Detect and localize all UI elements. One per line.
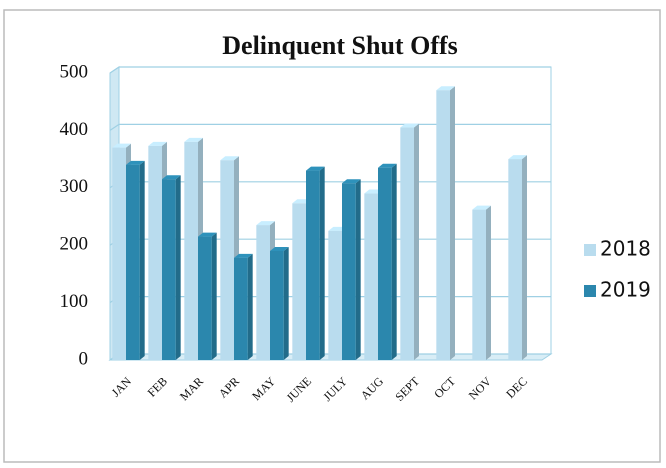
y-tick-label: 0	[79, 348, 89, 369]
bar	[508, 159, 522, 360]
bar-side	[486, 205, 491, 360]
y-tick-label: 100	[60, 291, 89, 312]
bar	[256, 225, 270, 360]
bar	[342, 183, 356, 360]
bar-top	[112, 143, 131, 148]
bar	[220, 160, 234, 360]
bar-top	[234, 253, 253, 258]
bar	[184, 141, 198, 360]
bar-side	[391, 163, 397, 360]
bar-side	[450, 86, 455, 360]
bar	[378, 167, 392, 360]
bar-side	[139, 160, 145, 360]
bar	[126, 164, 140, 360]
y-tick-label: 300	[60, 176, 89, 197]
bar-top	[256, 221, 275, 226]
bar-top	[126, 160, 145, 165]
chart-title: Delinquent Shut Offs	[222, 31, 458, 60]
bar-side	[522, 155, 527, 360]
bar-top	[378, 163, 397, 168]
bar	[234, 257, 248, 360]
bar	[162, 179, 176, 360]
bar	[436, 90, 450, 360]
grid-line	[109, 66, 551, 74]
bar-side	[414, 123, 419, 360]
y-tick-label: 400	[60, 119, 89, 140]
bar-top	[306, 166, 325, 171]
legend-swatch	[584, 285, 596, 297]
bar-top	[472, 205, 491, 210]
bar-top	[342, 179, 361, 184]
bar-top	[270, 246, 289, 251]
bar	[148, 145, 162, 360]
bar	[364, 193, 378, 360]
bar-side	[283, 246, 289, 360]
bar	[292, 203, 306, 360]
bar-top	[162, 175, 181, 180]
legend-label: 2019	[600, 278, 651, 302]
bar-side	[319, 166, 325, 360]
bar-top	[198, 232, 217, 237]
bar-top	[220, 156, 239, 161]
bar	[400, 127, 414, 360]
bar-top	[436, 86, 455, 91]
legend-swatch	[584, 244, 596, 256]
bar-top	[148, 141, 167, 146]
bar-side	[175, 175, 181, 360]
bar	[306, 170, 320, 360]
bar-side	[247, 253, 253, 360]
bar-side	[355, 179, 361, 360]
y-tick-label: 200	[60, 234, 89, 255]
bar-top	[400, 123, 419, 128]
bar	[328, 230, 342, 360]
y-tick-label: 500	[60, 61, 89, 82]
bar	[270, 250, 284, 360]
bar-top	[508, 155, 527, 160]
bar-top	[184, 137, 203, 142]
bar	[472, 209, 486, 360]
bar	[198, 236, 212, 360]
bar-side	[211, 232, 217, 360]
bar	[112, 147, 126, 360]
legend-label: 2018	[600, 237, 651, 261]
